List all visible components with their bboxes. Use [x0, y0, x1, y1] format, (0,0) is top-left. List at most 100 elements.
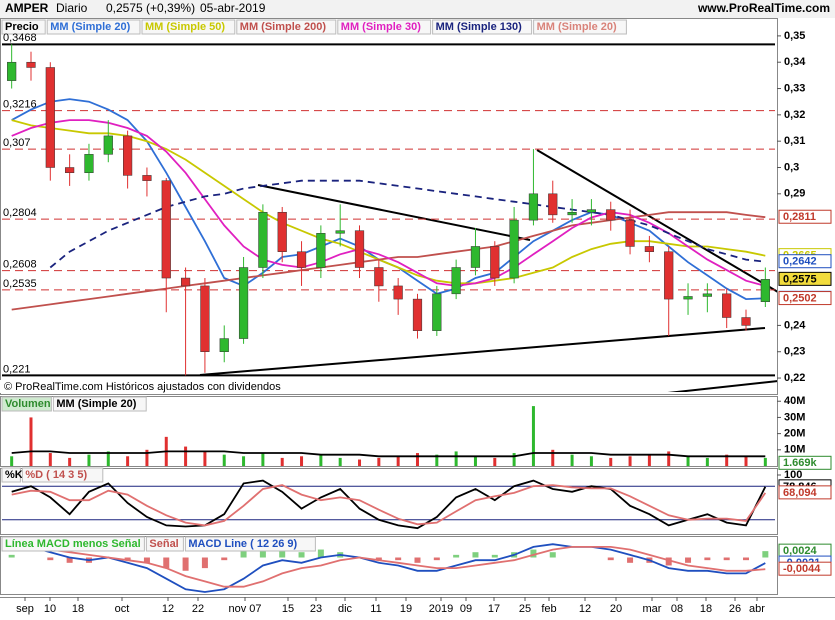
- x-tick-label: sep: [16, 603, 34, 615]
- candle-body: [123, 135, 133, 176]
- y-tick-label: 0,33: [784, 82, 805, 94]
- histogram-bar: [124, 557, 131, 561]
- candle-body: [625, 219, 635, 247]
- y-tick-label: 0,22: [784, 372, 805, 384]
- histogram-bar: [723, 557, 730, 561]
- candle-body: [644, 246, 654, 252]
- trendlines: [199, 149, 777, 392]
- badge-label: -0,0044: [783, 563, 821, 575]
- candle-body: [722, 293, 732, 318]
- candle-body: [296, 251, 307, 268]
- level-label: 0,2608: [3, 259, 37, 271]
- histogram-bar: [453, 554, 460, 558]
- volume-bar: [609, 457, 613, 466]
- y-tick-label: 0,32: [784, 109, 805, 121]
- date: 05-abr-2019: [200, 1, 266, 15]
- badge-label: 0,2575: [783, 273, 817, 285]
- y-tick-label: 30M: [784, 411, 805, 423]
- legend-box: [1, 396, 52, 412]
- line-series: [11, 119, 766, 285]
- badge-label: 68,094: [783, 487, 818, 499]
- volume-bar: [377, 457, 381, 466]
- x-tick-label: 18: [700, 603, 712, 615]
- candle-body: [84, 154, 94, 174]
- legend-box: [184, 536, 316, 552]
- value-badge: [778, 455, 832, 470]
- volume-bar: [551, 449, 555, 466]
- histogram-bar: [704, 557, 711, 561]
- level-label: 0,221: [3, 363, 31, 375]
- legend-entry: %K: [5, 469, 23, 481]
- candle-body: [760, 279, 770, 302]
- level-label: 0,2804: [3, 207, 37, 219]
- legend-entry: Precio: [5, 21, 39, 33]
- candle-body: [103, 135, 113, 155]
- volume-bar: [725, 454, 729, 466]
- y-tick-label: 0,24: [784, 319, 806, 331]
- histogram-bar: [375, 557, 382, 561]
- period: Diario: [56, 1, 88, 15]
- candle-body: [490, 246, 500, 279]
- header-bar: [0, 0, 835, 18]
- legend-entry: MM (Simple 20): [50, 21, 130, 33]
- volume-bar: [763, 457, 767, 466]
- x-tick-label: 23: [310, 603, 322, 615]
- level-label: 0,3468: [3, 32, 37, 44]
- badge-label: 0,2642: [783, 256, 817, 268]
- histogram-bar: [472, 552, 479, 558]
- legend-box: [1, 536, 145, 552]
- value-badge: [778, 561, 832, 576]
- value-badge: [778, 291, 832, 306]
- symbol: AMPER: [5, 1, 49, 15]
- y-tick-label: 100: [784, 469, 802, 481]
- histogram-bar: [433, 557, 440, 561]
- volume-bar: [203, 451, 207, 466]
- candle-body: [470, 246, 481, 268]
- legend-box: [21, 467, 104, 483]
- volume-bar: [261, 453, 265, 466]
- legend-entry: MM (Simple 200): [240, 21, 327, 33]
- badge-label: 0,2811: [783, 211, 816, 223]
- x-tick-label: 11: [370, 603, 381, 615]
- x-tick-label: 19: [400, 603, 412, 615]
- legend-box: [145, 536, 184, 552]
- value-badge: [778, 271, 832, 286]
- candle-body: [412, 298, 423, 331]
- volume-bar: [628, 456, 632, 466]
- note: © ProRealTime.com Históricos ajustados c…: [4, 381, 281, 393]
- volume-bar: [280, 457, 284, 466]
- x-tick-label: feb: [541, 603, 556, 615]
- candle-body: [567, 211, 577, 216]
- line-series: [11, 484, 767, 527]
- candle-body: [548, 193, 558, 216]
- candle-body: [528, 193, 539, 221]
- level-label: 0,307: [3, 137, 31, 149]
- y-tick-label: 0,23: [784, 346, 805, 358]
- line-series: [11, 543, 766, 593]
- histogram-bar: [665, 557, 672, 566]
- volume-bar: [87, 454, 91, 466]
- volume-bar: [705, 457, 709, 466]
- volume-bar: [531, 406, 535, 466]
- histogram-bar: [685, 557, 692, 563]
- candle-body: [354, 230, 365, 268]
- candle-body: [393, 285, 403, 300]
- volume-bar: [184, 446, 188, 466]
- x-tick-label: 26: [729, 603, 741, 615]
- histogram-bar: [530, 549, 537, 558]
- y-tick-label: 0,29: [784, 188, 805, 200]
- x-tick-label: 15: [282, 603, 294, 615]
- stoch-plot: [2, 479, 775, 530]
- histogram-bar: [221, 557, 228, 561]
- x-tick-label: 09: [460, 603, 472, 615]
- volume-bar: [589, 456, 593, 466]
- candle-body: [7, 61, 17, 81]
- x-tick-label: 2019: [429, 603, 453, 615]
- candle-body: [316, 233, 326, 268]
- y-tick-label: 0,3: [784, 161, 799, 173]
- y-tick-label: 0,34: [784, 56, 806, 68]
- y-tick-label: 0,31: [784, 135, 805, 147]
- volume-bar: [647, 454, 651, 466]
- line-series: [11, 479, 767, 530]
